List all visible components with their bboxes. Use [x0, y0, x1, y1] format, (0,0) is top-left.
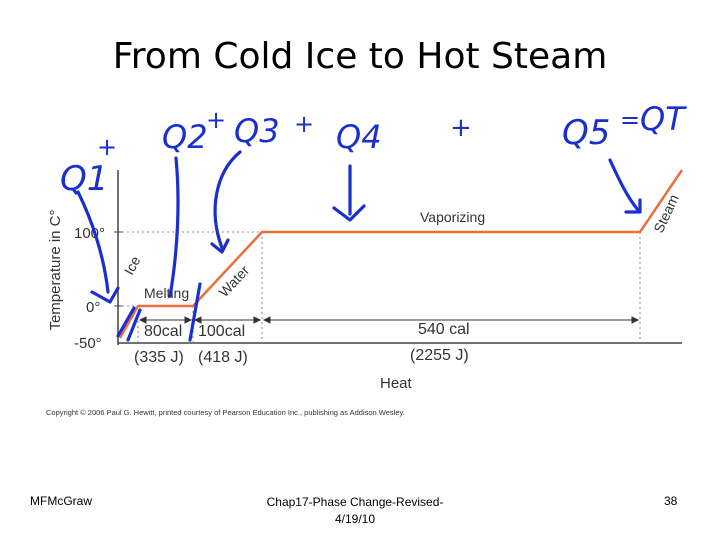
ink-mark-2 — [126, 308, 142, 342]
heat-arrow-1 — [138, 316, 193, 324]
footer-filename-line1: Chap17-Phase Change-Revised- — [266, 495, 444, 509]
heat-joules-1: (335 J) — [134, 349, 184, 366]
ink-arrow-q3-head — [210, 238, 230, 254]
handwritten-plus-4: + — [450, 113, 472, 143]
footer-filename: Chap17-Phase Change-Revised- 4/19/10 — [250, 494, 460, 528]
ink-arrow-q3 — [213, 150, 242, 250]
heat-joules-3: (2255 J) — [410, 347, 469, 364]
slide-title: From Cold Ice to Hot Steam — [112, 36, 608, 77]
handwritten-q5: Q5 — [562, 113, 610, 153]
ink-mark-3 — [188, 282, 202, 342]
handwritten-qt: QT — [640, 100, 687, 138]
phase-label-vaporizing: Vaporizing — [420, 209, 485, 225]
handwritten-plus-2: + — [206, 106, 226, 134]
handwritten-q3: Q3 — [234, 112, 280, 150]
tick-label-minus-50: -50° — [74, 335, 102, 352]
ink-arrow-q5-head — [624, 198, 642, 214]
handwriting-annotations: Q1 + Q2 + Q3 + Q4 + Q5 = QT — [60, 100, 687, 342]
ink-mark-1 — [116, 306, 136, 338]
heat-cal-2: 100cal — [198, 323, 245, 340]
heating-curve — [118, 169, 684, 339]
heat-cal-3: 540 cal — [418, 321, 470, 338]
phase-label-melting: Melting — [144, 285, 189, 301]
footer-page-number: 38 — [664, 494, 678, 508]
copyright-text: Copyright © 2006 Paul G. Hewitt, printed… — [46, 408, 405, 417]
handwritten-q1: Q1 — [60, 159, 108, 199]
ink-arrow-q2 — [168, 156, 180, 298]
heat-joules-2: (418 J) — [198, 349, 248, 366]
phase-label-ice: Ice — [121, 253, 144, 277]
x-axis-label: Heat — [380, 375, 413, 392]
handwritten-plus-1: + — [97, 133, 117, 161]
ink-arrow-q1 — [76, 190, 110, 294]
ink-arrow-q1-head — [90, 286, 120, 304]
heat-cal-1: 80cal — [144, 323, 182, 340]
handwritten-equals: = — [620, 106, 640, 134]
ink-arrow-q4-head — [332, 204, 366, 222]
phase-label-water: Water — [215, 262, 252, 300]
heat-arrow-2 — [193, 316, 262, 324]
y-axis-label: Temperature in C° — [47, 209, 64, 330]
handwritten-plus-3: + — [294, 110, 314, 138]
handwritten-q4: Q4 — [336, 118, 382, 156]
tick-label-0: 0° — [86, 299, 100, 316]
tick-label-100: 100° — [74, 225, 105, 242]
phase-label-steam: Steam — [650, 192, 682, 235]
heat-arrow-3 — [262, 316, 640, 324]
ink-arrow-q5 — [608, 158, 640, 212]
footer-filename-line2: 4/19/10 — [334, 512, 376, 526]
handwritten-q2: Q2 — [162, 118, 208, 156]
footer-author: MFMcGraw — [30, 494, 92, 508]
